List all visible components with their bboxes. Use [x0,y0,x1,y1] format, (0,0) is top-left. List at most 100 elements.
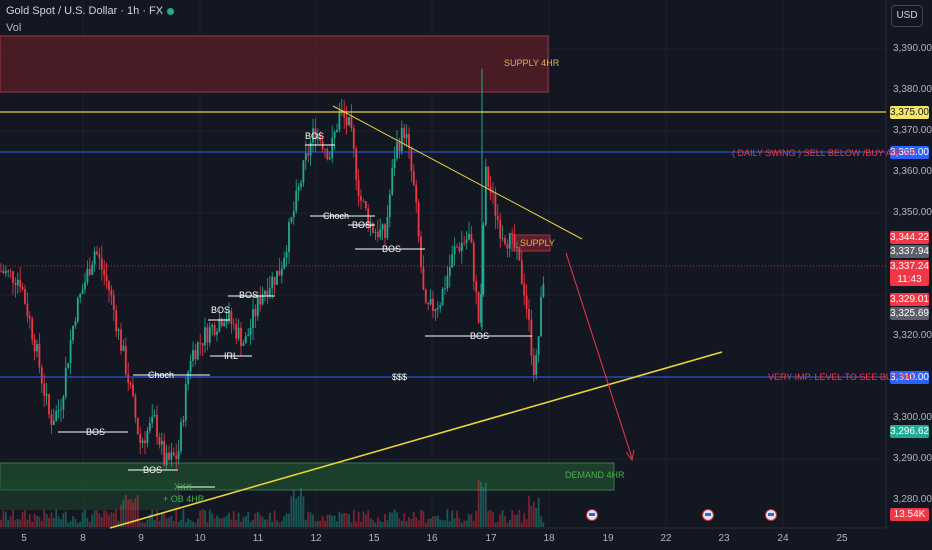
volume-bar [415,517,418,527]
time-label: 23 [718,533,730,544]
candle-body [72,326,74,341]
volume-bar [537,497,540,527]
us-flag-event-icon[interactable] [702,509,714,521]
candle-body [465,239,468,243]
candle-body [36,343,38,352]
volume-bar [352,510,355,527]
volume-bar [38,516,41,527]
bos-label: BOS [143,465,163,475]
candle-body [386,217,389,238]
candle-body [309,142,312,156]
volume-bar [91,514,94,527]
price-tick: 3,370.00 [893,125,932,136]
candle-body [357,180,360,197]
volume-bar [374,522,377,527]
candle-body [427,302,430,305]
volume-bar [244,516,247,527]
last-price-tag: 3,337.24 11:43 [890,260,929,286]
candle-body [184,384,187,421]
volume-bar [45,514,48,527]
candle-body [266,290,269,297]
candle-body [381,224,384,230]
candle-body [314,128,317,140]
volume-bar [516,514,518,527]
candle-body [400,127,403,152]
volume-bar [324,520,326,527]
candle-body [302,160,305,183]
candle-body [103,269,106,276]
candle-body [398,142,401,152]
volume-bar [326,514,329,527]
candle-body [268,288,271,297]
volume-bar [381,522,384,527]
descending-trendline[interactable] [332,105,583,240]
candle-body [540,296,542,337]
ascending-trendline[interactable] [109,351,723,529]
price-tag-3344: 3,344.22 [890,231,929,244]
volume-bar [43,509,46,527]
volume-bar [57,516,60,527]
candle-body [525,295,528,309]
candle-body [28,316,31,319]
candle-body [105,275,108,282]
volume-bar [405,521,408,527]
candle-body [532,355,535,376]
ob-4hr-zone[interactable] [0,480,180,510]
us-flag-event-icon[interactable] [586,509,598,521]
volume-bar [249,521,252,527]
volume-bar [74,518,77,527]
candle-body [412,171,415,185]
volume-bar [259,514,262,527]
bos-label: BOS [382,244,402,254]
volume-bar [266,519,269,527]
candle-body [324,149,326,151]
time-label: 9 [138,533,144,544]
candle-body [451,254,454,268]
volume-bar [530,505,533,527]
price-tick: 3,390.00 [893,43,932,54]
volume-bar [300,488,302,527]
volume-bar [396,512,398,527]
candle-body [343,110,346,118]
us-flag-event-icon[interactable] [765,509,777,521]
candle-body [129,383,132,385]
candle-body [204,327,206,346]
candle-body [460,242,463,252]
candle-body [475,281,478,293]
candle-body [468,233,470,240]
volume-bar [2,510,5,527]
candle-body [516,247,518,248]
volume-bar [144,522,146,527]
volume-bar [223,517,226,527]
candle-body [132,384,134,397]
price-tick: 3,320.00 [893,330,932,341]
candle-body [7,270,10,272]
candle-body [261,294,264,305]
candle-body [86,268,89,283]
symbol-title[interactable]: Gold Spot / U.S. Dollar · 1h · FX [6,5,175,17]
time-label: 10 [194,533,206,544]
candle-body [388,194,391,218]
candle-body [9,270,12,272]
candle-body [446,275,449,289]
currency-button[interactable]: USD [891,5,923,27]
candle-body [360,196,362,201]
candle-body [285,252,288,258]
candle-body [362,200,365,202]
volume-bar [492,512,494,527]
volume-bar [321,516,324,527]
volume-bar [283,516,286,527]
volume-bar [314,521,317,527]
volume-bar [100,517,103,527]
volume-label[interactable]: Vol [6,22,22,34]
candles [0,68,545,470]
volume-bar [376,517,379,527]
candle-body [295,190,298,212]
candle-body [91,264,94,275]
volume-bar [362,511,365,527]
candle-body [115,309,118,332]
candle-body [273,276,276,285]
volume-bar [72,516,74,527]
supply-4hr-zone[interactable] [0,35,549,93]
